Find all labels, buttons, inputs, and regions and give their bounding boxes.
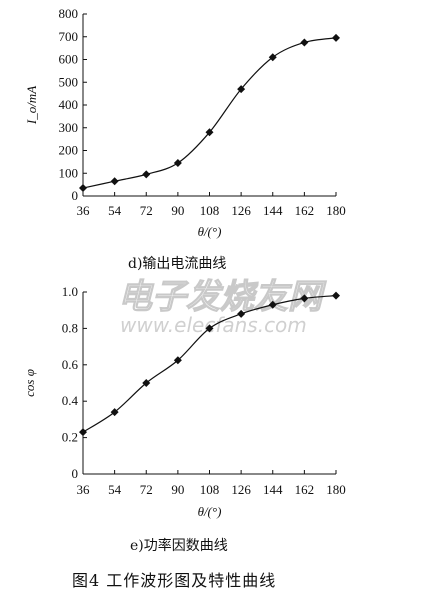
data-point-marker [332, 33, 340, 42]
x-tick-label: 54 [108, 203, 122, 218]
data-point-marker [268, 300, 277, 309]
data-point-marker [237, 309, 246, 318]
watermark-cn: 电子发烧友网 [118, 277, 327, 317]
watermark-en: www.elecfans.com [120, 313, 307, 337]
data-point-marker [300, 294, 309, 303]
watermark: 电子发烧友网 www.elecfans.com [117, 276, 327, 337]
y-tick-label: 0 [72, 188, 79, 203]
data-point-marker [173, 356, 182, 365]
data-point-marker [142, 170, 151, 179]
y-tick-label: 0.4 [62, 393, 79, 408]
y-tick-label: 400 [59, 97, 79, 112]
data-point-marker [332, 291, 340, 300]
x-tick-label: 144 [263, 482, 283, 497]
y-axis-title: cos φ [22, 369, 37, 397]
x-tick-label: 180 [326, 203, 346, 218]
chart-output-current-subtitle: d)输出电流曲线 [128, 256, 226, 272]
y-tick-label: 0.6 [62, 357, 79, 372]
x-tick-label: 90 [171, 203, 184, 218]
data-point-marker [205, 324, 214, 333]
x-axis-title: θ/(°) [198, 224, 222, 239]
data-point-marker [110, 177, 119, 186]
data-point-marker [268, 53, 277, 62]
x-axis-title: θ/(°) [198, 504, 222, 519]
x-tick-label: 126 [231, 203, 251, 218]
chart-power-factor-subtitle: e)功率因数曲线 [130, 537, 228, 554]
y-tick-label: 600 [59, 52, 79, 67]
figure-caption: 图4 工作波形图及特性曲线 [72, 571, 276, 590]
y-tick-label: 700 [59, 29, 79, 44]
x-tick-label: 54 [108, 482, 122, 497]
y-tick-label: 0 [72, 466, 79, 481]
x-tick-label: 108 [200, 482, 220, 497]
series-line [82, 37, 337, 189]
chart-power-factor: 0 0.2 0.4 0.6 0.8 1.0 36 54 72 90 108 126 144 162 180 θ… [22, 284, 346, 519]
x-tick-label: 36 [77, 203, 91, 218]
data-point-marker [237, 85, 246, 94]
data-point-marker [79, 184, 87, 193]
x-tick-label: 108 [200, 203, 220, 218]
data-point-marker [79, 428, 87, 437]
y-tick-label: 800 [59, 6, 79, 21]
y-tick-label: 0.2 [62, 430, 78, 445]
y-tick-label: 1.0 [62, 284, 78, 299]
x-tick-label: 162 [295, 482, 315, 497]
x-tick-label: 72 [140, 203, 153, 218]
data-point-marker [205, 128, 214, 137]
x-tick-label: 72 [140, 482, 153, 497]
y-tick-label: 100 [59, 165, 79, 180]
x-tick-label: 90 [171, 482, 184, 497]
data-point-marker [142, 379, 151, 387]
data-point-marker [300, 38, 309, 47]
y-tick-label: 300 [59, 120, 79, 135]
y-axis-title: I_o/mA [24, 86, 39, 125]
chart-output-current: 0 100 200 300 400 500 600 700 800 36 54 72 90 108 126 1… [24, 6, 346, 239]
y-tick-label: 200 [59, 143, 79, 158]
x-tick-label: 126 [231, 482, 251, 497]
x-tick-label: 162 [295, 203, 315, 218]
data-point-marker [110, 408, 119, 417]
x-tick-label: 36 [77, 482, 91, 497]
y-tick-label: 0.8 [62, 320, 78, 335]
y-tick-label: 500 [59, 74, 79, 89]
x-tick-label: 144 [263, 203, 283, 218]
data-point-marker [173, 159, 182, 168]
x-tick-label: 180 [326, 482, 346, 497]
